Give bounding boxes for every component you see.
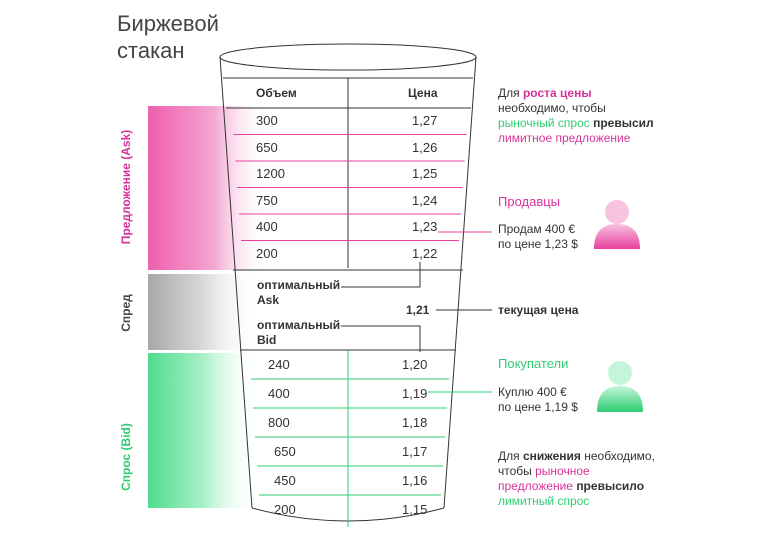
current-price-value: 1,21 <box>406 303 430 317</box>
bid-volume-cell: 240 <box>268 356 290 372</box>
ask-row-lines <box>233 134 467 241</box>
spread-band <box>148 274 258 350</box>
note-text: Для <box>498 449 523 463</box>
sellers-label: Продавцы <box>498 194 561 209</box>
best-bid-connector <box>341 325 421 352</box>
buyer-person-icon <box>597 361 643 412</box>
bid-price-cell: 1,16 <box>402 472 428 488</box>
bid-price-cell: 1,20 <box>402 356 428 372</box>
bid-volume-cell: 650 <box>274 443 296 459</box>
ask-volume-cell: 650 <box>256 139 278 155</box>
ask-side-label: Предложение (Ask) <box>119 129 133 245</box>
bid-volume-cell: 400 <box>268 385 290 401</box>
seller-person-icon <box>594 200 640 249</box>
note-highlight: превысил <box>593 116 654 130</box>
ask-price-cell: 1,25 <box>412 166 438 182</box>
note-highlight: превысило <box>576 479 645 493</box>
sell-offer-note: Продам 400 € по цене 1,23 $ <box>498 222 578 251</box>
note-text: необходимо, чтобы <box>498 101 606 115</box>
bid-price-cell: 1,17 <box>402 443 428 459</box>
note-highlight: роста цены <box>522 86 592 100</box>
bid-volume-cell: 800 <box>268 414 290 430</box>
glass-left-edge <box>219 56 253 509</box>
ask-price-cell: 1,24 <box>412 192 438 208</box>
current-price-label: текущая цена <box>498 303 579 317</box>
note-highlight: рыночное предложение <box>498 464 590 493</box>
ask-price-cell: 1,23 <box>412 219 438 235</box>
ask-volume-cell: 300 <box>256 113 278 129</box>
spread-side-label: Спред <box>119 294 133 332</box>
note-highlight: лимитный спрос <box>498 494 590 508</box>
best-ask-connector <box>341 262 421 288</box>
ask-price-cell: 1,22 <box>412 245 438 261</box>
glass-right-edge <box>443 56 477 509</box>
note-text: необходимо, чтобы <box>498 449 655 478</box>
bid-band <box>148 353 258 508</box>
best-ask-label: оптимальный Ask <box>257 278 341 307</box>
price-fall-note: Для снижения необходимо, чтобы рыночное … <box>498 449 658 509</box>
ask-volume-cell: 200 <box>256 245 278 261</box>
bid-price-cell: 1,15 <box>402 501 428 517</box>
buy-offer-note: Куплю 400 € по цене 1,19 $ <box>498 385 578 414</box>
volume-column-header: Объем <box>256 86 297 100</box>
price-rise-note: Для роста цены необходимо, чтобы рыночны… <box>498 86 658 146</box>
note-highlight: рыночный спрос <box>498 116 590 130</box>
bid-volume-cell: 200 <box>274 501 296 517</box>
bid-price-cell: 1,18 <box>402 414 428 430</box>
ask-price-cell: 1,27 <box>412 113 438 129</box>
ask-volume-cell: 750 <box>256 192 278 208</box>
ask-volume-cell: 400 <box>256 219 278 235</box>
bid-side-label: Спрос (Bid) <box>119 423 133 491</box>
note-text: Для <box>498 86 523 100</box>
glass-rim <box>219 43 477 71</box>
price-column-header: Цена <box>408 86 438 100</box>
bid-row-lines <box>250 378 450 496</box>
note-highlight: лимитное предложение <box>498 131 631 145</box>
ask-price-cell: 1,26 <box>412 139 438 155</box>
note-highlight: снижения <box>522 449 581 463</box>
bid-price-cell: 1,19 <box>402 385 428 401</box>
bid-volume-cell: 450 <box>274 472 296 488</box>
buyers-label: Покупатели <box>498 356 569 371</box>
best-bid-label: оптимальный Bid <box>257 318 341 347</box>
ask-volume-cell: 1200 <box>256 166 285 182</box>
diagram-title: Биржевой стакан <box>117 11 219 63</box>
